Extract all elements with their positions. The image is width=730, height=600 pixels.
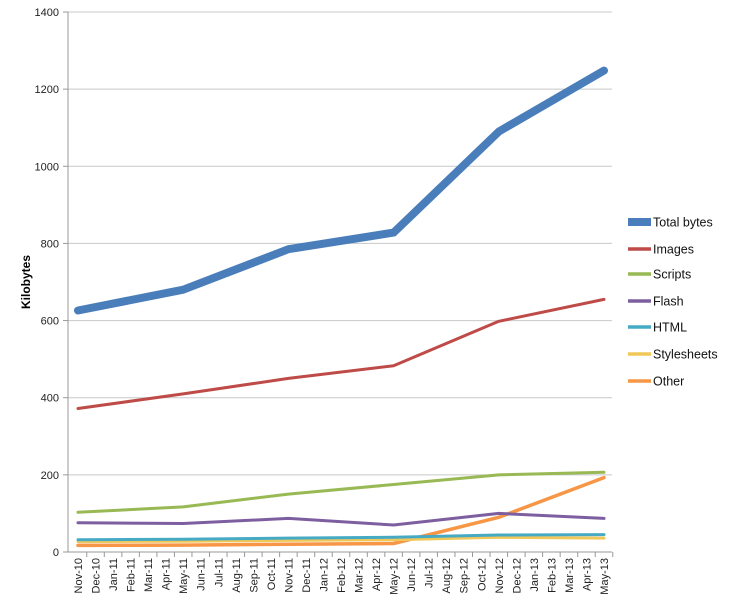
y-tick-label: 600 bbox=[41, 316, 59, 328]
x-tick-label: May-12 bbox=[389, 558, 401, 595]
x-tick-label: Oct-11 bbox=[266, 558, 278, 590]
series-line-stylesheets bbox=[76, 535, 606, 544]
legend-item: Other bbox=[628, 375, 684, 389]
x-tick-label: Jul-11 bbox=[213, 558, 225, 587]
x-tick-label: Sep-12 bbox=[459, 558, 471, 593]
series-line-html bbox=[76, 533, 606, 542]
x-tick-label: Oct-12 bbox=[476, 558, 488, 591]
y-axis-title: Kilobytes bbox=[19, 255, 33, 309]
x-tick-label: Jun-12 bbox=[406, 558, 418, 592]
legend-label: Flash bbox=[653, 295, 684, 309]
series-line-total-bytes bbox=[74, 66, 608, 315]
legend-item: Flash bbox=[628, 295, 684, 309]
legend-item: HTML bbox=[628, 321, 687, 335]
x-tick-label: Aug-12 bbox=[441, 558, 453, 593]
x-tick-label: Feb-13 bbox=[546, 558, 558, 593]
x-tick-label: Jul-12 bbox=[424, 558, 436, 588]
x-tick-label: May-11 bbox=[178, 558, 190, 594]
x-tick-label: Jun-11 bbox=[196, 558, 208, 591]
series-line-other bbox=[76, 475, 606, 548]
y-tick-label: 1200 bbox=[35, 84, 59, 96]
legend-item: Scripts bbox=[628, 268, 691, 282]
legend-item: Images bbox=[628, 243, 694, 257]
x-tick-label: May-13 bbox=[599, 558, 611, 595]
legend-label: Other bbox=[653, 375, 684, 389]
y-tick-label: 200 bbox=[41, 470, 59, 482]
x-tick-label: Sep-11 bbox=[248, 558, 260, 593]
x-tick-label: Nov-11 bbox=[283, 558, 295, 593]
series-line-scripts bbox=[76, 470, 606, 514]
x-tick-label: Apr-12 bbox=[371, 558, 383, 591]
legend-item: Stylesheets bbox=[628, 348, 718, 362]
x-tick-label: Dec-12 bbox=[511, 558, 523, 593]
x-tick-label: Jan-12 bbox=[318, 558, 330, 592]
series-line-images bbox=[76, 297, 606, 410]
x-tick-label: Aug-11 bbox=[231, 558, 243, 593]
legend-label: Total bytes bbox=[653, 216, 713, 230]
y-tick-label: 400 bbox=[41, 393, 59, 405]
x-tick-label: Dec-11 bbox=[301, 558, 313, 593]
legend-label: Images bbox=[653, 243, 694, 257]
x-tick-label: Apr-13 bbox=[581, 558, 593, 591]
x-tick-label: Jan-13 bbox=[529, 558, 541, 592]
series-line-flash bbox=[76, 511, 606, 527]
x-tick-label: Feb-12 bbox=[336, 558, 348, 593]
x-tick-label: Mar-12 bbox=[354, 558, 366, 593]
y-tick-label: 800 bbox=[41, 238, 59, 250]
legend-label: Scripts bbox=[653, 268, 691, 282]
y-tick-label: 1000 bbox=[35, 161, 59, 173]
x-tick-label: Nov-12 bbox=[494, 558, 506, 593]
legend-item: Total bytes bbox=[628, 216, 713, 230]
y-tick-label: 0 bbox=[53, 547, 59, 559]
y-tick-label: 1400 bbox=[35, 7, 59, 19]
x-tick-label: Mar-11 bbox=[143, 558, 155, 592]
x-tick-label: Feb-11 bbox=[126, 558, 138, 592]
x-tick-label: Apr-11 bbox=[161, 558, 173, 590]
x-tick-label: Nov-10 bbox=[73, 558, 85, 593]
x-tick-label: Mar-13 bbox=[564, 558, 576, 593]
x-tick-label: Dec-10 bbox=[91, 558, 103, 593]
x-tick-label: Jan-11 bbox=[108, 558, 120, 591]
legend-label: Stylesheets bbox=[653, 348, 718, 362]
legend-label: HTML bbox=[653, 321, 687, 335]
